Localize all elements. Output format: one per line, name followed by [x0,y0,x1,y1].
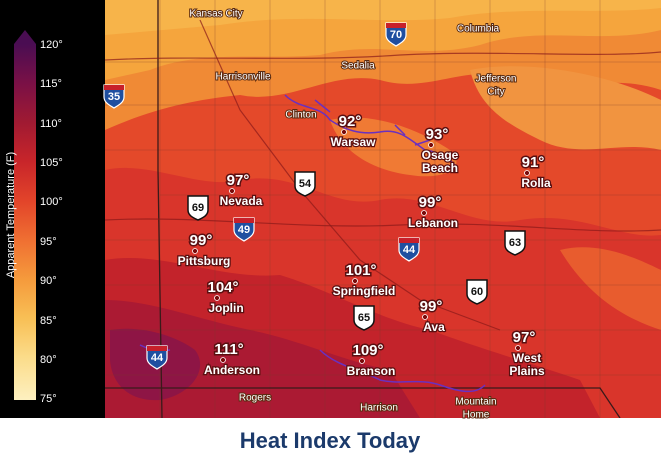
us-shield [504,230,526,256]
interstate-shield [233,217,255,242]
heat-index-value: 93° [426,126,449,143]
legend-tick: 100° [40,196,63,208]
heat-index-value: 104° [207,279,238,296]
legend-tick: 80° [40,354,57,366]
city-dot [359,358,365,364]
city-dot [428,142,434,148]
city-name: Joplin [208,301,243,315]
place-label: Clinton [285,110,316,121]
heat-index-value: 99° [420,298,443,315]
highway-label: 60 [471,286,483,298]
highway-label: 49 [238,224,250,236]
colorbar-arrow [14,30,36,44]
interstate-shield-top [234,218,254,223]
highway-label: 65 [358,312,370,324]
place-label: Rogers [239,393,271,404]
heat-index-value: 97° [513,329,536,346]
place-label: Kansas City [189,9,242,20]
legend-tick: 115° [40,78,62,90]
city-dot [214,295,220,301]
heat-index-value: 111° [214,341,243,358]
us-shield [466,279,488,305]
place-label: Harrisonville [215,72,270,83]
highway-label: 44 [151,352,164,364]
city-dot [515,345,521,351]
colorbar [14,44,36,400]
place-label: Mountain [455,397,496,408]
legend-tick: 85° [40,315,57,327]
legend-tick: 120° [40,39,63,51]
legend-tick: 95° [40,236,57,248]
place-label: Jefferson [476,74,517,85]
city-dot [192,248,198,254]
interstate-shield-top [147,346,167,351]
interstate-shield [146,345,168,370]
heat-index-value: 101° [345,262,376,279]
place-label: Home [463,410,490,421]
city-name: Anderson [204,363,260,377]
interstate-shield [385,22,407,47]
city-dot [220,357,226,363]
heat-index-value: 109° [352,342,383,359]
city-name: Branson [347,364,396,378]
us-shield [353,305,375,331]
caption: Heat Index Today [240,428,421,453]
city-name: Rolla [521,176,551,190]
interstate-shield-top [104,85,124,90]
map [105,0,661,418]
legend-tick: 75° [40,393,57,405]
city-dot [352,278,358,284]
highway-label: 69 [192,202,204,214]
city-name: Osage [422,148,459,162]
city-name: Pittsburg [178,254,231,268]
place-label: Columbia [457,24,500,35]
interstate-shield-top [386,23,406,28]
legend-tick: 90° [40,275,57,287]
city-name: Springfield [333,284,396,298]
highway-label: 44 [403,244,416,256]
heat-index-value: 99° [419,194,442,211]
highway-label: 54 [299,178,312,190]
city-name: Lebanon [408,216,458,230]
interstate-shield [103,84,125,109]
heat-index-value: 91° [522,154,545,171]
highway-label: 70 [390,29,402,41]
legend-tick: 105° [40,157,63,169]
city-name: West [513,351,541,365]
heat-index-value: 92° [339,113,362,130]
city-name: Warsaw [331,135,377,149]
us-shield [187,195,209,221]
city-name: Nevada [220,194,263,208]
city-dot [422,314,428,320]
city-dot [341,129,347,135]
legend-label: Apparent Temperature (F) [5,152,17,278]
city-dot [421,210,427,216]
city-name: Plains [509,364,545,378]
heat-index-value: 97° [227,172,250,189]
legend-tick: 110° [40,118,62,130]
highway-label: 63 [509,237,521,249]
place-label: Sedalia [341,61,375,72]
place-label: City [487,87,504,98]
city-dot [229,188,235,194]
heat-index-value: 99° [190,232,213,249]
place-label: Harrison [360,403,398,414]
city-name: Ava [423,320,445,334]
interstate-shield-top [399,238,419,243]
city-dot [524,170,530,176]
city-name: Beach [422,161,458,175]
us-shield [294,171,316,197]
highway-label: 35 [108,91,120,103]
interstate-shield [398,237,420,262]
